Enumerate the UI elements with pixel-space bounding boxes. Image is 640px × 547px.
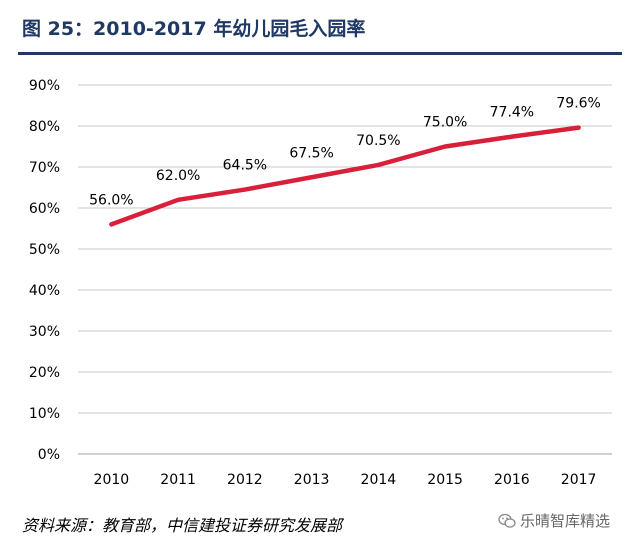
y-tick-label: 80% <box>29 119 60 135</box>
source-note: 资料来源：教育部，中信建投证券研究发展部 <box>22 516 343 535</box>
watermark: 乐晴智库精选 <box>498 510 610 531</box>
y-axis-ticks: 0% 10% 20% 30% 40% 50% 60% 70% 80% 90% <box>29 78 60 463</box>
y-tick-label: 10% <box>29 406 60 422</box>
y-tick-label: 60% <box>29 201 60 217</box>
y-tick-label: 0% <box>38 447 60 463</box>
y-tick-label: 90% <box>29 78 60 94</box>
x-tick-label: 2017 <box>561 472 597 488</box>
data-label: 67.5% <box>289 145 333 161</box>
grid-lines <box>78 84 612 455</box>
x-tick-label: 2016 <box>494 472 530 488</box>
y-tick-label: 30% <box>29 324 60 340</box>
y-tick-label: 50% <box>29 242 60 258</box>
data-label: 75.0% <box>423 115 467 131</box>
x-axis-ticks: 2010 2011 2012 2013 2014 2015 2016 2017 <box>94 472 597 488</box>
y-tick-label: 20% <box>29 365 60 381</box>
chart-title: 图 25：2010-2017 年幼儿园毛入园率 <box>22 18 366 40</box>
x-tick-label: 2014 <box>361 472 397 488</box>
x-tick-label: 2012 <box>227 472 263 488</box>
data-label: 70.5% <box>356 133 400 149</box>
data-label: 56.0% <box>89 192 133 208</box>
data-label: 77.4% <box>490 105 534 121</box>
data-label: 79.6% <box>556 96 600 112</box>
x-tick-label: 2011 <box>160 472 196 488</box>
x-tick-label: 2015 <box>427 472 463 488</box>
y-tick-label: 40% <box>29 283 60 299</box>
x-tick-label: 2013 <box>294 472 330 488</box>
data-label: 62.0% <box>156 168 200 184</box>
title-rule <box>18 52 622 55</box>
y-tick-label: 70% <box>29 160 60 176</box>
line-chart: 0%10%20%30%40%50%60%70%80%90% 2010 2011 20… <box>29 78 612 488</box>
wechat-icon <box>498 513 516 528</box>
x-tick-label: 2010 <box>94 472 130 488</box>
data-labels: 56.0% 62.0% 64.5% 67.5% 70.5% 75.0% 77.4% 79.6% <box>89 96 601 209</box>
series-layer <box>109 125 581 227</box>
series-line <box>109 125 581 227</box>
data-label: 64.5% <box>223 158 267 174</box>
watermark-text: 乐晴智库精选 <box>520 512 611 530</box>
